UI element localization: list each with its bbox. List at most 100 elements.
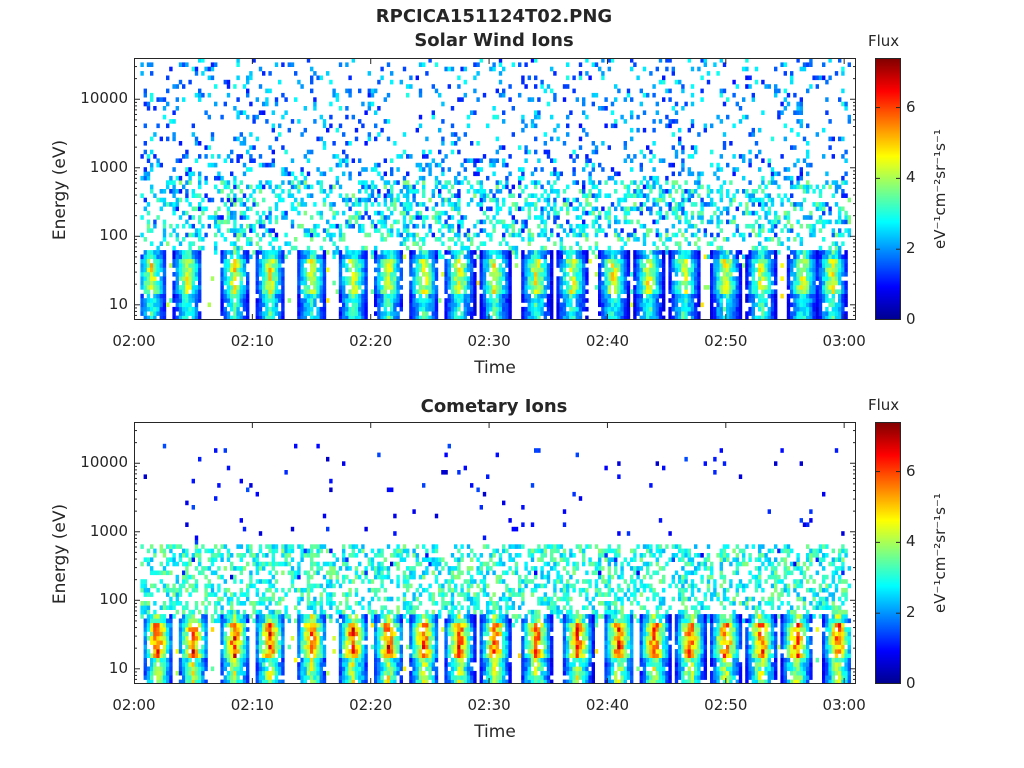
heatmap-cell	[508, 306, 512, 312]
heatmap-cell	[646, 311, 650, 316]
heatmap-cell	[303, 210, 307, 216]
heatmap-cell	[297, 223, 301, 229]
heatmap-cell	[316, 289, 320, 294]
heatmap-cell	[495, 219, 499, 225]
heatmap-cell	[492, 272, 496, 277]
heatmap-cell	[534, 193, 538, 198]
heatmap-cell	[668, 58, 672, 63]
heatmap-cell	[367, 193, 371, 198]
heatmap-cell	[674, 215, 679, 220]
heatmap-cell	[188, 171, 192, 177]
heatmap-cell	[252, 114, 256, 120]
heatmap-cell	[214, 232, 218, 238]
heatmap-cell	[313, 293, 317, 299]
heatmap-cell	[748, 285, 752, 290]
heatmap-cell	[537, 276, 541, 281]
heatmap-cell	[271, 298, 275, 303]
heatmap-cell	[754, 267, 759, 273]
heatmap-cell	[582, 293, 586, 299]
heatmap-cell	[514, 202, 519, 207]
heatmap-cell	[815, 267, 819, 273]
heatmap-cell	[562, 293, 567, 299]
heatmap-cell	[412, 285, 416, 290]
heatmap-cell	[652, 254, 656, 260]
heatmap-cell	[774, 66, 778, 72]
heatmap-cell	[502, 145, 506, 150]
heatmap-cell	[306, 258, 311, 264]
heatmap-cell	[482, 315, 487, 320]
heatmap-cell	[815, 293, 819, 299]
heatmap-cell	[694, 180, 698, 185]
heatmap-cell	[652, 197, 656, 203]
heatmap-cell	[620, 272, 624, 277]
heatmap-cell	[738, 154, 743, 159]
heatmap-cell	[198, 285, 202, 290]
heatmap-cell	[655, 302, 659, 308]
heatmap-cell	[361, 197, 365, 203]
heatmap-cell	[591, 167, 595, 172]
heatmap-cell	[409, 263, 413, 268]
heatmap-cell	[175, 302, 179, 308]
heatmap-cell	[284, 97, 288, 102]
heatmap-cell	[710, 315, 714, 320]
heatmap-cell	[393, 285, 397, 290]
heatmap-cell	[658, 258, 663, 264]
heatmap-cell	[790, 250, 794, 255]
heatmap-cell	[406, 193, 410, 198]
heatmap-cell	[450, 285, 455, 290]
heatmap-cell	[207, 114, 211, 120]
heatmap-cell	[185, 62, 189, 67]
heatmap-cell	[745, 193, 749, 198]
heatmap-cell	[319, 285, 323, 290]
heatmap-cell	[818, 280, 823, 286]
heatmap-cell	[146, 228, 151, 233]
heatmap-cell	[604, 210, 608, 216]
heatmap-cell	[146, 267, 151, 273]
heatmap-cell	[802, 293, 807, 299]
heatmap-cell	[198, 171, 202, 177]
heatmap-cell	[230, 276, 234, 281]
heatmap-cell	[178, 306, 183, 312]
heatmap-cell	[716, 232, 720, 238]
heatmap-cell	[767, 254, 771, 260]
heatmap-cell	[486, 254, 490, 260]
heatmap-cell	[540, 245, 544, 251]
heatmap-cell	[818, 311, 823, 316]
heatmap-cell	[377, 311, 381, 316]
heatmap-cell	[578, 136, 583, 142]
heatmap-cell	[457, 315, 461, 320]
heatmap-cell	[383, 298, 387, 303]
heatmap-cell	[537, 258, 541, 264]
heatmap-cell	[434, 293, 439, 299]
heatmap-cell	[361, 315, 365, 320]
heatmap-cell	[732, 289, 736, 294]
heatmap-cell	[786, 298, 791, 303]
heatmap-cell	[633, 302, 637, 308]
heatmap-cell	[367, 232, 371, 238]
heatmap-cell	[550, 136, 554, 142]
heatmap-cell	[175, 250, 179, 255]
heatmap-cell	[822, 154, 826, 159]
heatmap-cell	[316, 136, 320, 142]
heatmap-cell	[630, 58, 634, 63]
heatmap-cell	[447, 66, 451, 72]
heatmap-cell	[390, 263, 394, 268]
heatmap-cell	[690, 306, 695, 312]
heatmap-cell	[338, 232, 343, 238]
heatmap-cell	[482, 228, 487, 233]
heatmap-cell	[822, 263, 826, 268]
heatmap-cell	[524, 280, 528, 286]
heatmap-cell	[249, 167, 253, 172]
heatmap-cell	[194, 206, 199, 212]
heatmap-cell	[271, 149, 275, 155]
heatmap-cell	[761, 223, 765, 229]
heatmap-cell	[601, 293, 605, 299]
heatmap-cell	[610, 306, 615, 312]
heatmap-cell	[438, 149, 442, 155]
heatmap-cell	[578, 145, 583, 150]
heatmap-cell	[166, 75, 170, 81]
heatmap-cell	[652, 267, 656, 273]
heatmap-cell	[601, 228, 605, 233]
heatmap-cell	[204, 232, 208, 238]
heatmap-cell	[655, 202, 659, 207]
